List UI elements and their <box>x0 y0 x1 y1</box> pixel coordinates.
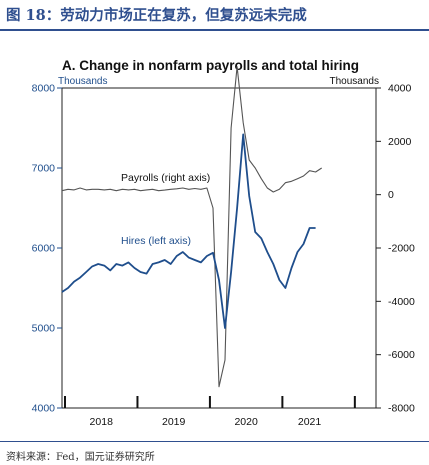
source-divider <box>0 441 429 442</box>
plot-frame <box>61 87 377 409</box>
chart-svg: A. Change in nonfarm payrolls and total … <box>32 58 415 428</box>
right-tick-label-5: 2000 <box>388 136 412 148</box>
left-axis-unit: Thousands <box>58 76 107 87</box>
x-tick-label-3: 2021 <box>298 416 322 428</box>
left-tick-label-4: 8000 <box>32 83 56 95</box>
figure-title: 图 18：劳动力市场正在复苏，但复苏远未完成 <box>6 7 307 24</box>
x-tick-label-0: 2018 <box>90 416 114 428</box>
x-tick-label-1: 2019 <box>162 416 186 428</box>
series-label-payrolls: Payrolls (right axis) <box>121 172 210 184</box>
x-tick-label-2: 2020 <box>234 416 258 428</box>
right-tick-label-4: 0 <box>388 189 394 201</box>
right-tick-label-1: -6000 <box>388 349 415 361</box>
plot-layer: 4000 5000 6000 7000 8000 -8000 -6000 -4000 -2000… <box>32 66 415 428</box>
right-tick-label-2: -4000 <box>388 296 415 308</box>
left-tick-label-0: 4000 <box>32 403 56 415</box>
source-note: 资料来源：Fed，国元证券研究所 <box>6 452 155 463</box>
series-line-0 <box>61 66 323 388</box>
right-axis-unit: Thousands <box>330 76 379 87</box>
series-label-hires: Hires (left axis) <box>121 235 191 247</box>
left-tick-label-3: 7000 <box>32 163 56 175</box>
series-line-1 <box>61 133 316 329</box>
chart-title: A. Change in nonfarm payrolls and total … <box>62 58 359 73</box>
right-tick-label-6: 4000 <box>388 83 412 95</box>
left-tick-label-2: 6000 <box>32 243 56 255</box>
right-tick-label-0: -8000 <box>388 403 415 415</box>
left-tick-label-1: 5000 <box>32 323 56 335</box>
right-tick-label-3: -2000 <box>388 243 415 255</box>
chart-panel: A. Change in nonfarm payrolls and total … <box>0 52 429 442</box>
title-divider <box>0 29 429 31</box>
